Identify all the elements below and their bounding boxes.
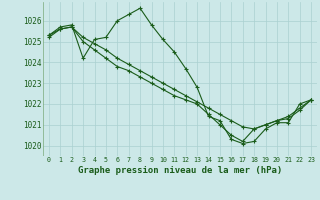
X-axis label: Graphe pression niveau de la mer (hPa): Graphe pression niveau de la mer (hPa): [78, 166, 282, 175]
